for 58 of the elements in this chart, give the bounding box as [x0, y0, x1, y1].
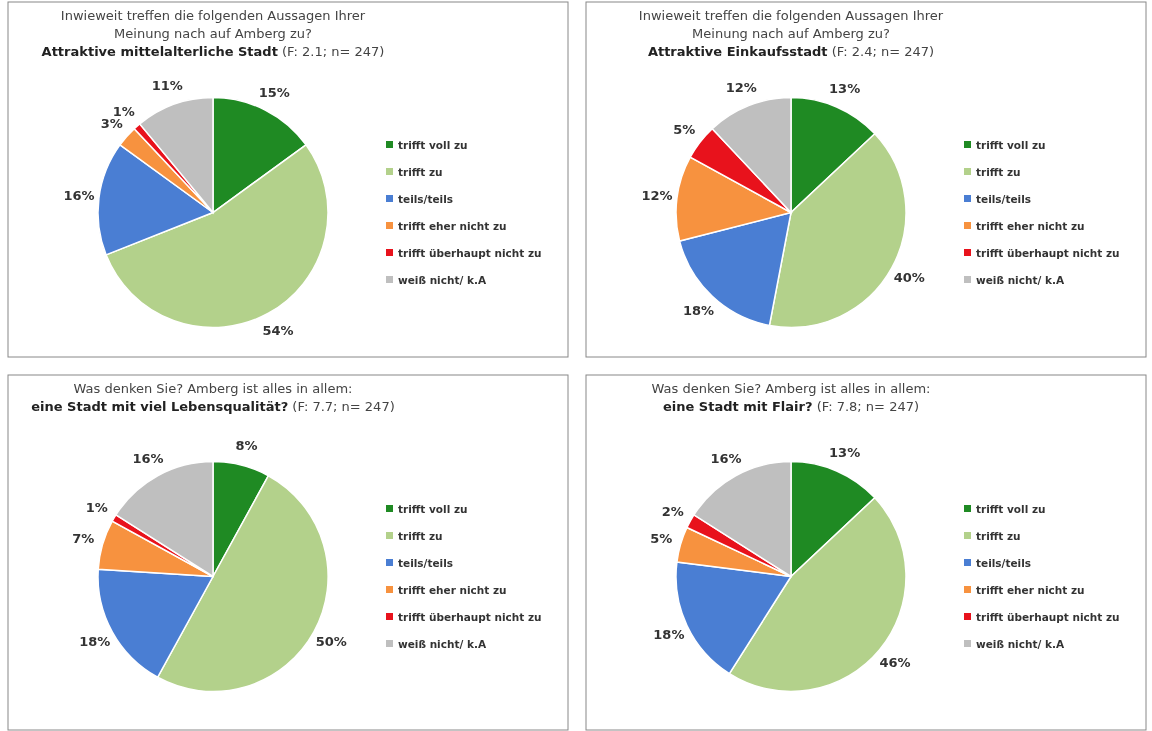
- data-label: 13%: [829, 445, 861, 461]
- legend-label: trifft überhaupt nicht zu: [398, 246, 542, 259]
- data-label: 18%: [79, 634, 111, 650]
- data-label: 40%: [893, 270, 925, 286]
- legend-label: teils/teils: [976, 556, 1032, 569]
- legend-label: trifft voll zu: [398, 138, 468, 151]
- text: (F: 7.7; n= 247): [288, 399, 395, 414]
- legend-label: weiß nicht/ k.A: [398, 637, 487, 650]
- data-label: 18%: [653, 626, 685, 642]
- data-label: 5%: [673, 122, 696, 138]
- data-label: 50%: [315, 634, 347, 650]
- text: (F: 2.4; n= 247): [827, 44, 935, 59]
- legend-label: trifft überhaupt nicht zu: [976, 246, 1120, 259]
- data-label: 1%: [85, 500, 108, 516]
- data-label: 7%: [72, 531, 95, 547]
- data-label: 16%: [710, 450, 742, 466]
- data-label: 54%: [262, 323, 294, 339]
- legend-label: weiß nicht/ k.A: [398, 273, 487, 286]
- legend-label: trifft eher nicht zu: [398, 219, 507, 232]
- legend-label: trifft voll zu: [398, 502, 468, 515]
- chart-title: Inwieweit treffen die folgenden Aussagen Ihrer Meinung nach auf Amberg zu?: [60, 8, 366, 41]
- data-label: 13%: [829, 81, 861, 97]
- legend-label: trifft eher nicht zu: [398, 583, 507, 596]
- legend-label: trifft eher nicht zu: [976, 583, 1085, 596]
- legend-label: trifft zu: [398, 529, 443, 542]
- data-label: 46%: [879, 655, 911, 671]
- chart-subtitle: Attraktive Einkaufsstadt: [647, 44, 828, 59]
- chart-subtitle: Attraktive mittelalterliche Stadt: [41, 44, 278, 59]
- legend-label: teils/teils: [398, 556, 454, 569]
- data-label: 5%: [650, 531, 673, 547]
- data-label: 11%: [151, 78, 183, 94]
- data-label: 18%: [683, 303, 715, 319]
- chart-title: Inwieweit treffen die folgenden Aussagen Ihrer Meinung nach auf Amberg zu?: [638, 8, 944, 41]
- chart-title: Was denken Sie? Amberg ist alles in allem:: [651, 381, 931, 396]
- legend-label: weiß nicht/ k.A: [976, 637, 1065, 650]
- legend-label: teils/teils: [398, 192, 454, 205]
- data-label: 16%: [63, 188, 95, 204]
- data-label: 12%: [641, 188, 673, 204]
- legend-label: trifft zu: [398, 165, 443, 178]
- data-label: 15%: [258, 84, 290, 100]
- text: (F: 7.8; n= 247): [812, 399, 920, 414]
- chart-subtitle: eine Stadt mit viel Lebensqualität?: [31, 399, 289, 414]
- text: (F: 2.1; n= 247): [277, 44, 385, 59]
- chart-subtitle: eine Stadt mit Flair?: [662, 399, 813, 414]
- legend-label: trifft eher nicht zu: [976, 219, 1085, 232]
- chart-title: Was denken Sie? Amberg ist alles in allem:: [73, 381, 353, 396]
- legend-label: trifft überhaupt nicht zu: [976, 610, 1120, 623]
- legend-label: trifft überhaupt nicht zu: [398, 610, 542, 623]
- legend-label: teils/teils: [976, 192, 1032, 205]
- legend-label: trifft zu: [976, 529, 1021, 542]
- legend-label: trifft voll zu: [976, 502, 1046, 515]
- legend-label: trifft voll zu: [976, 138, 1046, 151]
- legend-label: weiß nicht/ k.A: [976, 273, 1065, 286]
- data-label: 16%: [132, 450, 164, 466]
- data-label: 12%: [725, 79, 757, 95]
- data-label: 8%: [235, 438, 258, 454]
- legend-label: trifft zu: [976, 165, 1021, 178]
- data-label: 2%: [661, 504, 684, 520]
